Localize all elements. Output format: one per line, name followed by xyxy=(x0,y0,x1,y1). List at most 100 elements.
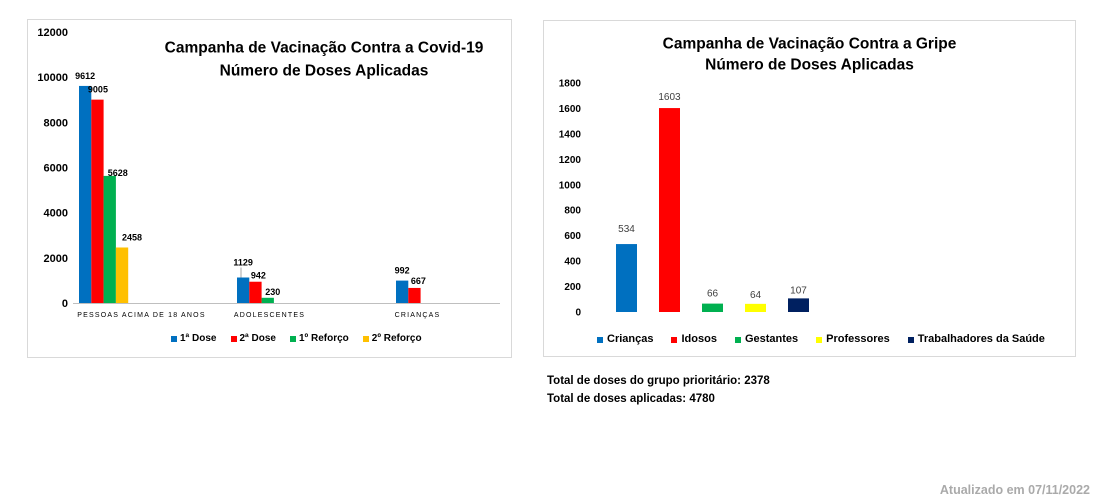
data-label: 667 xyxy=(411,276,426,286)
chart-title: Campanha de Vacinação Contra a Gripe xyxy=(663,36,957,53)
legend-swatch xyxy=(907,336,914,343)
data-label: 5628 xyxy=(108,168,128,178)
priority-total-value: 2378 xyxy=(744,375,770,387)
x-category-label: PESSOAS ACIMA DE 18 ANOS xyxy=(77,312,205,319)
bar xyxy=(396,280,409,303)
y-tick-label: 0 xyxy=(575,308,581,319)
bar xyxy=(237,277,250,303)
legend-label: 1º Reforço xyxy=(299,333,349,344)
data-label: 9005 xyxy=(88,85,108,95)
legend-swatch xyxy=(290,336,296,342)
bar xyxy=(659,108,680,312)
bar xyxy=(79,85,92,303)
y-tick-label: 4000 xyxy=(44,208,68,220)
data-label: 9612 xyxy=(75,71,95,81)
bar xyxy=(91,99,104,303)
legend-swatch xyxy=(816,336,823,343)
bar xyxy=(261,297,274,303)
legend-label: Idosos xyxy=(681,333,717,345)
y-tick-label: 800 xyxy=(564,206,581,217)
x-category-label: CRIANÇAS xyxy=(395,312,441,319)
data-label: 2458 xyxy=(122,232,142,242)
y-tick-label: 1000 xyxy=(559,180,582,191)
flu-chart-panel: Campanha de Vacinação Contra a Gripe Núm… xyxy=(543,20,1076,357)
y-tick-label: 600 xyxy=(564,231,581,242)
last-updated-note: Atualizado em 07/11/2022 xyxy=(939,483,1090,497)
data-label: 534 xyxy=(618,224,635,235)
chart-legend: Crianças Idosos Gestantes Professores Trabal… xyxy=(597,333,1063,346)
bar xyxy=(616,244,637,312)
x-axis-categories: PESSOAS ACIMA DE 18 ANOS ADOLESCENTES CRIA… xyxy=(77,312,441,319)
chart-title: Campanha de Vacinação Contra a Covid-19 xyxy=(165,40,484,57)
y-tick-label: 2000 xyxy=(44,253,68,265)
legend-item: Gestantes xyxy=(734,333,799,346)
bar xyxy=(249,281,262,303)
y-tick-label: 1800 xyxy=(559,79,582,90)
dose-totals: Total de doses do grupo prioritário: 237… xyxy=(547,372,770,408)
bar xyxy=(702,303,723,312)
y-tick-label: 0 xyxy=(62,298,68,310)
y-tick-label: 400 xyxy=(564,257,581,268)
legend-label: Trabalhadores da Saúde xyxy=(917,333,1045,345)
legend-label: 2º Reforço xyxy=(371,333,422,344)
bar xyxy=(408,287,421,303)
legend-swatch xyxy=(597,336,603,343)
data-label: 66 xyxy=(707,289,719,300)
x-category-label: ADOLESCENTES xyxy=(234,312,305,319)
legend-swatch xyxy=(734,336,741,343)
legend-item: 2º Reforço xyxy=(362,333,422,345)
priority-total-label: Total de doses do grupo prioritário: xyxy=(547,375,742,387)
data-label: 1129 xyxy=(233,258,253,268)
y-tick-label: 12000 xyxy=(37,27,68,39)
data-label: 107 xyxy=(790,285,807,296)
y-axis: 0 200 400 600 800 1000 1200 1400 1600 1800 xyxy=(559,79,582,319)
priority-total-line: Total de doses do grupo prioritário: 237… xyxy=(547,372,770,390)
chart-subtitle: Número de Doses Aplicadas xyxy=(705,57,914,74)
bar xyxy=(103,175,116,303)
overall-total-line: Total de doses aplicadas: 4780 xyxy=(547,390,770,408)
y-tick-label: 1200 xyxy=(559,155,582,166)
data-labels: 534 1603 66 64 107 xyxy=(618,92,807,301)
data-label: 942 xyxy=(251,271,266,281)
legend-label: Crianças xyxy=(607,333,654,345)
data-label: 230 xyxy=(265,287,280,297)
bars xyxy=(616,108,809,312)
chart-legend: 1ª Dose 2ª Dose 1º Reforço 2º Reforço xyxy=(171,333,436,345)
y-tick-label: 1600 xyxy=(559,104,582,115)
y-tick-label: 6000 xyxy=(44,163,68,175)
legend-label: Professores xyxy=(826,333,890,345)
legend-item: Trabalhadores da Saúde xyxy=(907,333,1045,346)
bars xyxy=(79,85,421,303)
legend-item: 1ª Dose xyxy=(171,333,217,345)
bar xyxy=(745,303,766,312)
legend-item: 2ª Dose xyxy=(230,333,277,345)
chart-subtitle: Número de Doses Aplicadas xyxy=(220,63,429,80)
covid-chart-panel: Campanha de Vacinação Contra a Covid-19 … xyxy=(27,19,512,358)
data-label: 64 xyxy=(750,290,762,301)
legend-item: Professores xyxy=(816,333,890,346)
data-label: 992 xyxy=(395,266,410,276)
overall-total-label: Total de doses aplicadas: xyxy=(547,393,687,405)
y-axis: 0 2000 4000 6000 8000 10000 12000 xyxy=(37,27,68,310)
legend-swatch xyxy=(362,336,369,342)
y-tick-label: 1400 xyxy=(559,129,582,140)
y-tick-label: 10000 xyxy=(37,72,68,84)
legend-item: Crianças xyxy=(597,333,653,346)
bar xyxy=(115,247,129,303)
legend-label: 1ª Dose xyxy=(180,333,217,344)
data-label: 1603 xyxy=(658,92,681,103)
y-tick-label: 8000 xyxy=(44,117,68,129)
legend-swatch xyxy=(171,336,177,342)
y-tick-label: 200 xyxy=(564,282,581,293)
covid-vaccination-chart: Campanha de Vacinação Contra a Covid-19 … xyxy=(37,27,500,319)
flu-vaccination-chart: Campanha de Vacinação Contra a Gripe Núm… xyxy=(559,36,957,319)
bar xyxy=(788,298,809,312)
legend-label: 2ª Dose xyxy=(239,333,277,344)
legend-label: Gestantes xyxy=(744,333,799,345)
legend-item: 1º Reforço xyxy=(290,333,349,345)
legend-swatch xyxy=(671,336,678,343)
overall-total-value: 4780 xyxy=(689,393,715,405)
legend-item: Idosos xyxy=(671,333,717,346)
